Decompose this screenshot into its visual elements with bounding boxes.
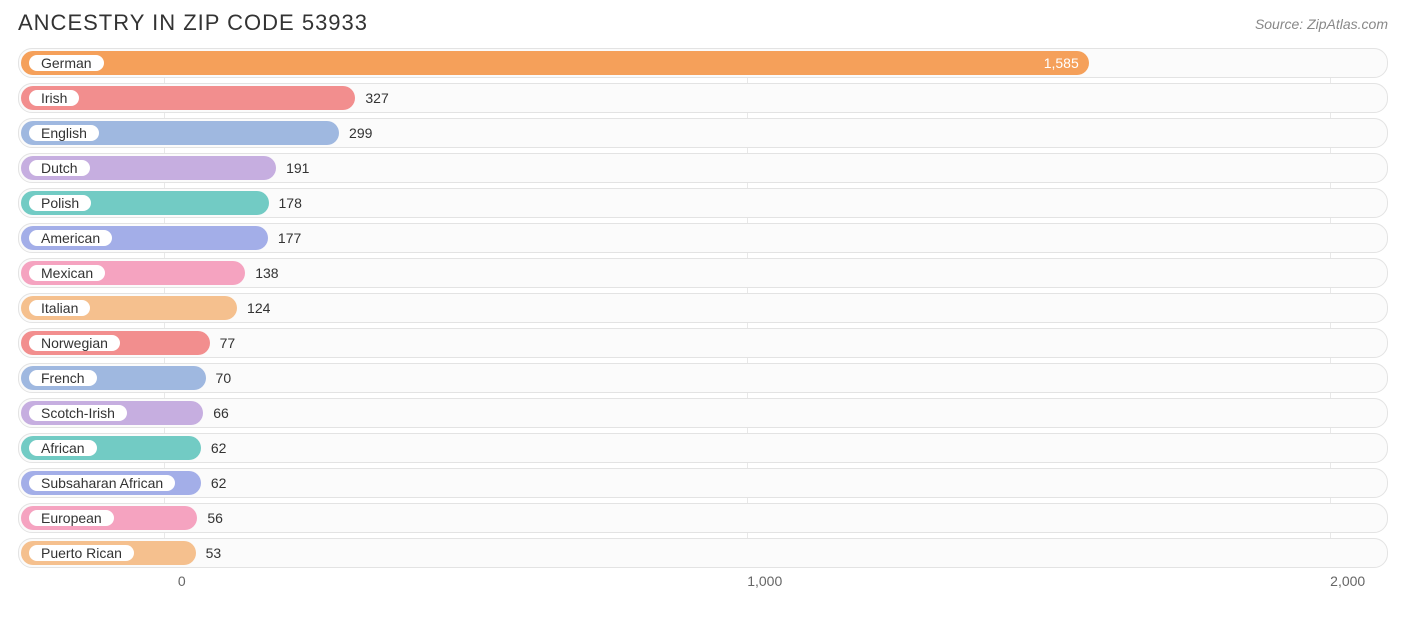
value-label: 177: [278, 230, 301, 246]
bar-row: Scotch-Irish 66: [18, 398, 1388, 428]
value-label: 178: [279, 195, 302, 211]
category-pill: English: [27, 123, 101, 143]
bar-row: German 1,585: [18, 48, 1388, 78]
plot-area: German 1,585 Irish 327 English 299 Dutch 191 Pol…: [18, 48, 1388, 568]
category-pill: Puerto Rican: [27, 543, 136, 563]
value-label: 124: [247, 300, 270, 316]
bar-row: Polish 178: [18, 188, 1388, 218]
category-pill: European: [27, 508, 116, 528]
bar-row: American 177: [18, 223, 1388, 253]
value-label: 53: [206, 545, 222, 561]
bar-row: Norwegian 77: [18, 328, 1388, 358]
chart-area: German 1,585 Irish 327 English 299 Dutch 191 Pol…: [0, 40, 1406, 601]
value-label: 77: [220, 335, 236, 351]
value-label: 138: [255, 265, 278, 281]
category-pill: Mexican: [27, 263, 107, 283]
bar-row: French 70: [18, 363, 1388, 393]
value-label: 191: [286, 160, 309, 176]
category-pill: African: [27, 438, 99, 458]
value-label: 327: [365, 90, 388, 106]
value-label: 70: [216, 370, 232, 386]
value-label: 56: [207, 510, 223, 526]
category-pill: Scotch-Irish: [27, 403, 129, 423]
value-label: 1,585: [1044, 55, 1079, 71]
axis-tick: 2,000: [1330, 573, 1365, 589]
bar-row: Puerto Rican 53: [18, 538, 1388, 568]
bar-row: African 62: [18, 433, 1388, 463]
bar-row: Mexican 138: [18, 258, 1388, 288]
value-label: 66: [213, 405, 229, 421]
bar-row: European 56: [18, 503, 1388, 533]
category-pill: Irish: [27, 88, 81, 108]
header: ANCESTRY IN ZIP CODE 53933 Source: ZipAt…: [0, 0, 1406, 40]
axis-tick: 1,000: [747, 573, 782, 589]
chart-container: ANCESTRY IN ZIP CODE 53933 Source: ZipAt…: [0, 0, 1406, 601]
value-label: 62: [211, 475, 227, 491]
category-pill: German: [27, 53, 106, 73]
bar-row: Dutch 191: [18, 153, 1388, 183]
bar-row: Irish 327: [18, 83, 1388, 113]
category-pill: Dutch: [27, 158, 92, 178]
bar: [21, 51, 1089, 75]
bar-row: English 299: [18, 118, 1388, 148]
category-pill: Subsaharan African: [27, 473, 177, 493]
category-pill: Polish: [27, 193, 93, 213]
x-axis: 0 1,000 2,000: [36, 573, 1370, 601]
value-label: 299: [349, 125, 372, 141]
bar-row: Subsaharan African 62: [18, 468, 1388, 498]
category-pill: Italian: [27, 298, 92, 318]
source-attribution: Source: ZipAtlas.com: [1255, 10, 1388, 32]
bar-row: Italian 124: [18, 293, 1388, 323]
axis-tick: 0: [178, 573, 186, 589]
value-label: 62: [211, 440, 227, 456]
chart-title: ANCESTRY IN ZIP CODE 53933: [18, 10, 368, 36]
category-pill: American: [27, 228, 114, 248]
category-pill: Norwegian: [27, 333, 122, 353]
category-pill: French: [27, 368, 99, 388]
